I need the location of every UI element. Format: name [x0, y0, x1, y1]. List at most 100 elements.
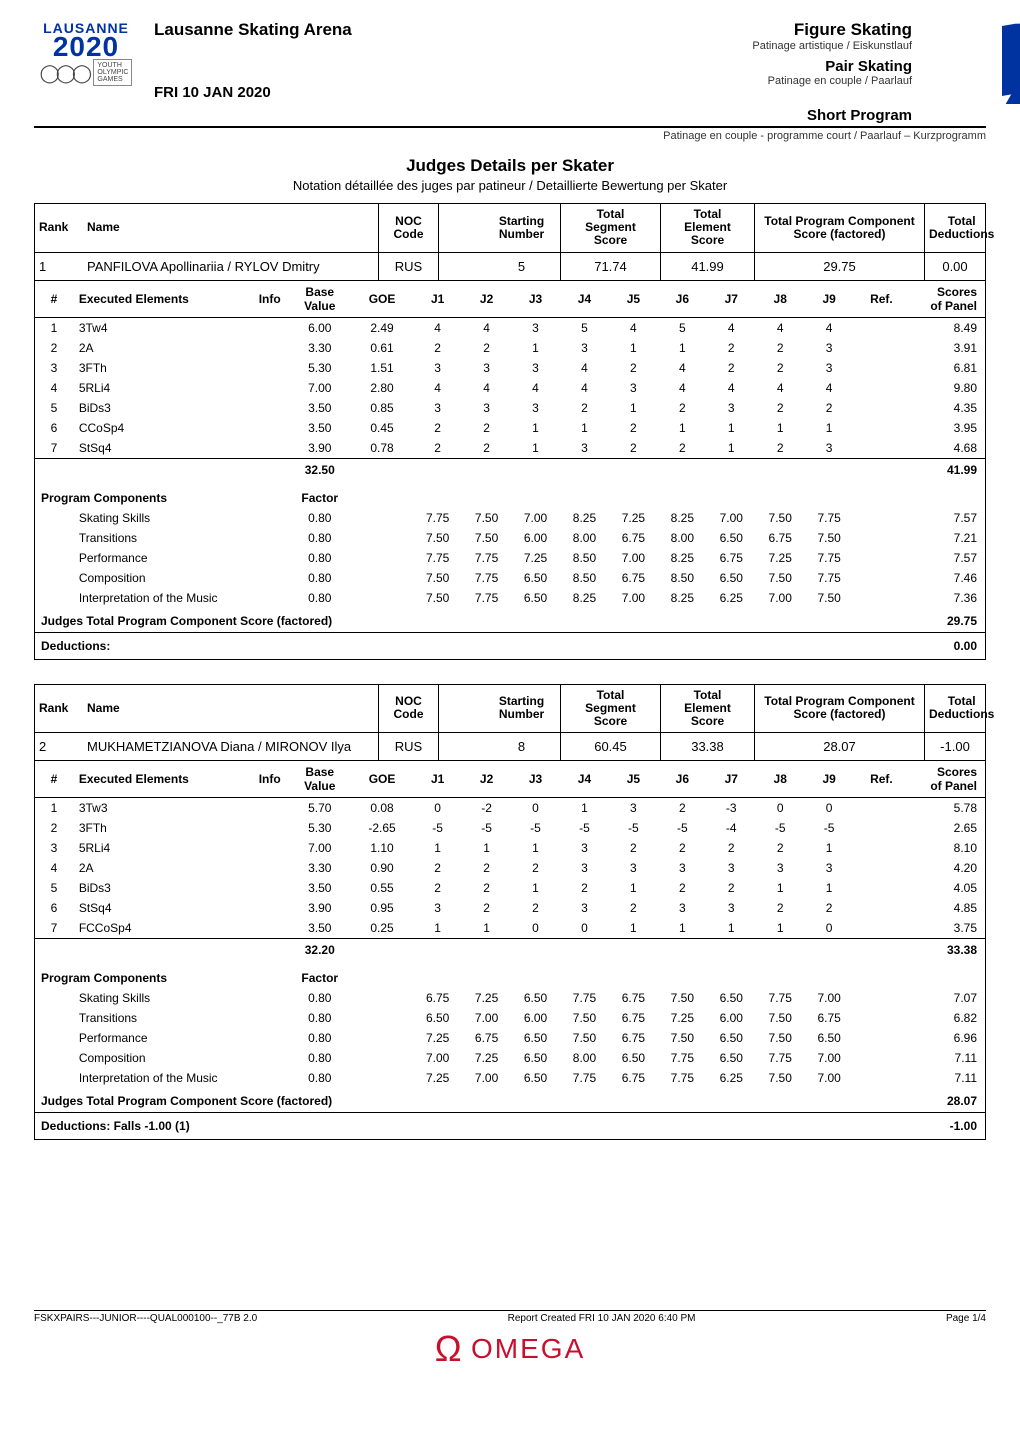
comp-j: 8.00 — [560, 1048, 609, 1068]
el-cell: 5 — [35, 878, 73, 898]
el-cell: -5 — [511, 818, 560, 838]
el-cell: 5RLi4 — [73, 378, 251, 398]
comp-j: 6.25 — [707, 588, 756, 608]
component-row: Transitions0.806.507.006.007.506.757.256… — [35, 1008, 985, 1028]
el-cell: 2 — [658, 438, 707, 459]
el-cell: -5 — [609, 818, 658, 838]
comp-name: Transitions — [73, 528, 289, 548]
el-cell: 2A — [73, 858, 251, 878]
el-cell: 4.20 — [909, 858, 985, 878]
el-cell: 0 — [560, 918, 609, 939]
el-cell: 3 — [560, 438, 609, 459]
el-cell: 4 — [413, 378, 462, 398]
el-cell: 1 — [511, 338, 560, 358]
el-cell — [251, 918, 289, 939]
el-cell: 2 — [609, 838, 658, 858]
el-cell: 0 — [756, 798, 805, 819]
el-cell: 3 — [609, 378, 658, 398]
elh-judge: J4 — [560, 281, 609, 318]
logo-year: 2020 — [34, 34, 138, 59]
el-total-cell — [35, 939, 73, 964]
comp-j: 7.75 — [805, 568, 854, 588]
comp-score: 7.07 — [909, 988, 985, 1008]
el-cell: 3.50 — [289, 418, 351, 438]
el-cell: -2 — [462, 798, 511, 819]
component-row: Skating Skills0.807.757.507.008.257.258.… — [35, 508, 985, 528]
judges-total-label: Judges Total Program Component Score (fa… — [35, 608, 909, 633]
el-cell: 4 — [658, 358, 707, 378]
el-cell: -5 — [658, 818, 707, 838]
el-cell: 3 — [707, 898, 756, 918]
el-cell: 3 — [560, 858, 609, 878]
el-cell: 1 — [658, 338, 707, 358]
comp-j: 6.25 — [707, 1068, 756, 1088]
comp-score: 7.21 — [909, 528, 985, 548]
el-cell: 1 — [707, 438, 756, 459]
comp-j: 7.25 — [462, 988, 511, 1008]
el-total-cell — [805, 458, 854, 483]
el-total-cell — [805, 939, 854, 964]
el-cell: 4 — [707, 378, 756, 398]
el-cell: 6.00 — [289, 317, 351, 338]
omega-symbol-icon: Ω — [435, 1328, 462, 1370]
el-cell: 2 — [609, 438, 658, 459]
element-row: 5BiDs33.500.853332123224.35 — [35, 398, 985, 418]
el-cell: 3 — [609, 798, 658, 819]
skater-summary-row: 2MUKHAMETZIANOVA Diana / MIRONOV IlyaRUS… — [35, 733, 985, 761]
col-noc: NOC Code — [379, 685, 439, 733]
comp-factor: 0.80 — [289, 568, 351, 588]
el-cell: 3 — [413, 358, 462, 378]
el-cell: 0 — [805, 798, 854, 819]
comp-j: 7.25 — [413, 1028, 462, 1048]
el-cell: 3 — [35, 838, 73, 858]
el-total-cell — [560, 939, 609, 964]
comp-j: 7.00 — [609, 588, 658, 608]
comp-j: 7.75 — [560, 988, 609, 1008]
val-comp: 29.75 — [755, 253, 925, 280]
comp-j: 7.50 — [658, 1028, 707, 1048]
el-cell: 7 — [35, 918, 73, 939]
element-row: 6StSq43.900.953223233224.85 — [35, 898, 985, 918]
el-cell: 1 — [462, 838, 511, 858]
elh-judge: J7 — [707, 281, 756, 318]
el-cell: 4 — [756, 317, 805, 338]
el-total-cell — [73, 458, 251, 483]
elh: GOE — [351, 281, 413, 318]
el-cell: 2 — [462, 878, 511, 898]
element-row: 13Tw35.700.080-20132-3005.78 — [35, 798, 985, 819]
el-total-cell: 41.99 — [909, 458, 985, 483]
el-cell: 3.30 — [289, 338, 351, 358]
elh-judge: J9 — [805, 281, 854, 318]
comp-factor: 0.80 — [289, 588, 351, 608]
report-subtitle: Notation détaillée des juges par patineu… — [34, 178, 986, 193]
comp-score: 7.57 — [909, 548, 985, 568]
el-cell: 3 — [805, 338, 854, 358]
el-cell: FCCoSp4 — [73, 918, 251, 939]
el-cell — [854, 918, 910, 939]
panel-header-row: RankNameNOC CodeStarting NumberTotal Seg… — [35, 204, 985, 253]
comp-j: 7.75 — [462, 588, 511, 608]
comp-j: 7.00 — [609, 548, 658, 568]
val-ded: -1.00 — [925, 733, 985, 760]
el-cell: 1 — [756, 918, 805, 939]
el-cell: 1 — [707, 418, 756, 438]
comp-j: 6.75 — [609, 1068, 658, 1088]
el-cell: 5.30 — [289, 358, 351, 378]
comp-j: 7.50 — [413, 588, 462, 608]
comp-j: 7.75 — [413, 548, 462, 568]
el-total-cell — [351, 939, 413, 964]
el-cell: 5 — [35, 398, 73, 418]
el-cell: 2 — [413, 878, 462, 898]
comp-j: 6.50 — [511, 1048, 560, 1068]
el-total-cell — [462, 458, 511, 483]
el-cell: 0.55 — [351, 878, 413, 898]
comp-j: 6.00 — [511, 528, 560, 548]
el-cell: 2 — [413, 418, 462, 438]
el-cell: CCoSp4 — [73, 418, 251, 438]
elh-judge: J5 — [609, 281, 658, 318]
el-total-cell — [609, 458, 658, 483]
element-row: 7FCCoSp43.500.251100111103.75 — [35, 918, 985, 939]
elh-judge: J6 — [658, 281, 707, 318]
el-cell: 5.30 — [289, 818, 351, 838]
el-cell: 2 — [658, 798, 707, 819]
